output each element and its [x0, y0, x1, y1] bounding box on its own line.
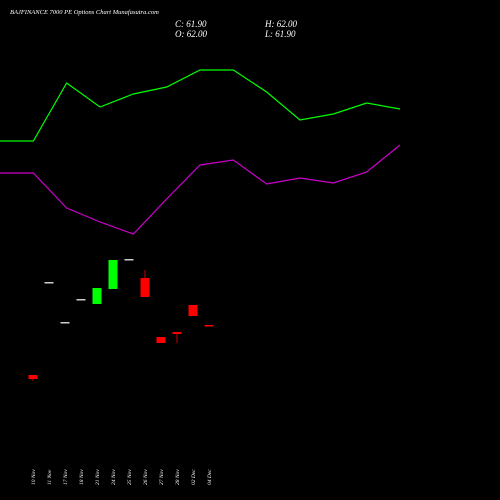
candle-body — [92, 288, 102, 304]
x-tick-label: 24 Nov — [110, 469, 117, 485]
candle-body — [204, 325, 214, 327]
candle-body — [140, 278, 150, 297]
candle-body — [28, 375, 38, 379]
x-tick-label: 21 Nov — [95, 469, 101, 485]
x-tick-label: 17 Nov — [63, 469, 69, 485]
candle-body — [156, 337, 166, 343]
ohlc-label: C: 61.90 — [175, 19, 207, 29]
candle-body — [172, 332, 182, 334]
x-tick-label: 25 Nov — [127, 469, 133, 485]
candle-body — [124, 259, 134, 261]
line-series — [0, 69, 401, 142]
x-tick-label: 26 Nov — [143, 469, 149, 485]
x-tick-label: 02 Dec — [191, 469, 197, 485]
x-tick-label: 18 Nov — [79, 469, 85, 485]
candle-body — [108, 260, 118, 289]
ohlc-label: L: 61.90 — [264, 29, 296, 39]
x-tick-label: 04 Dec — [206, 469, 213, 485]
chart-title: BAJFINANCE 7000 PE Options Chart Munafas… — [10, 9, 159, 16]
x-tick-label: 27 Nov — [159, 469, 165, 485]
ohlc-label: H: 62.00 — [264, 19, 297, 29]
candle-body — [188, 305, 198, 316]
x-tick-label: 10 Nov — [31, 469, 37, 485]
ohlc-label: O: 62.00 — [175, 29, 207, 39]
x-tick-label: 11 Nov — [47, 469, 53, 485]
x-tick-label: 28 Nov — [175, 469, 181, 485]
candle-body — [76, 299, 86, 301]
candle-body — [44, 282, 54, 284]
candle-body — [60, 322, 70, 324]
line-series — [0, 144, 401, 235]
